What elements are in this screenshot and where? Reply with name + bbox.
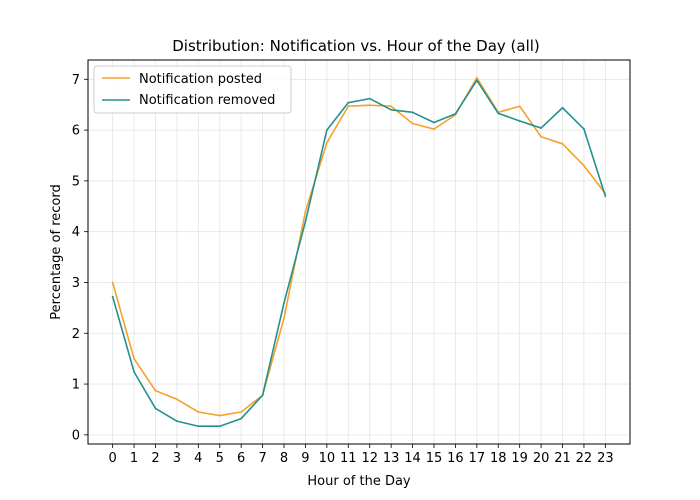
data-point-notification-posted <box>111 281 114 284</box>
x-tick-label: 21 <box>554 451 571 466</box>
data-point-notification-removed <box>304 220 307 223</box>
data-point-notification-removed <box>561 106 564 109</box>
data-point-notification-posted <box>176 398 178 401</box>
y-tick-label: 1 <box>72 378 80 393</box>
data-point-notification-removed <box>133 370 135 373</box>
data-point-notification-posted <box>561 142 564 145</box>
data-point-notification-posted <box>133 357 135 360</box>
x-tick-label: 6 <box>237 451 245 466</box>
data-point-notification-posted <box>218 414 221 417</box>
data-point-notification-removed <box>176 420 178 423</box>
data-point-notification-removed <box>433 121 435 124</box>
gridlines <box>88 60 630 444</box>
data-point-notification-removed <box>475 79 478 82</box>
legend: Notification posted Notification removed <box>93 65 292 114</box>
x-tick-label: 15 <box>426 451 443 466</box>
x-tick-label: 20 <box>533 451 550 466</box>
data-point-notification-removed <box>411 111 414 114</box>
data-point-notification-posted <box>390 105 393 108</box>
data-point-notification-removed <box>518 120 521 122</box>
data-point-notification-removed <box>347 101 350 104</box>
y-tick-label: 2 <box>72 327 80 342</box>
y-tick-label: 6 <box>72 124 80 139</box>
x-tick-label: 10 <box>319 451 336 466</box>
y-tick-label: 4 <box>72 225 80 240</box>
data-point-notification-posted <box>475 76 478 79</box>
x-tick-label: 0 <box>108 451 116 466</box>
x-tick-label: 18 <box>490 451 507 466</box>
y-axis-label: Percentage of record <box>49 184 64 319</box>
data-point-notification-posted <box>433 128 435 130</box>
x-tick-label: 19 <box>511 451 528 466</box>
series-line-notification-posted <box>111 76 606 417</box>
data-point-notification-removed <box>197 425 200 428</box>
data-point-notification-removed <box>390 108 393 111</box>
x-tick-label: 14 <box>404 451 421 466</box>
x-tick-label: 5 <box>216 451 224 466</box>
data-point-notification-posted <box>240 411 243 413</box>
y-tick-label: 3 <box>72 276 80 291</box>
x-tick-label: 16 <box>447 451 464 466</box>
x-tick-label: 4 <box>194 451 202 466</box>
data-point-notification-removed <box>604 195 607 198</box>
x-tick-label: 23 <box>597 451 614 466</box>
data-point-notification-removed <box>368 97 371 100</box>
y-tick-label: 5 <box>72 174 80 189</box>
chart-title: Distribution: Notification vs. Hour of t… <box>172 37 540 55</box>
data-point-notification-posted <box>304 210 307 213</box>
data-point-notification-posted <box>283 317 285 319</box>
x-tick-label: 1 <box>130 451 138 466</box>
x-tick-label: 9 <box>301 451 309 466</box>
legend-label-notification-removed: Notification removed <box>139 93 275 108</box>
legend-box <box>93 65 292 114</box>
y-axis-ticks: 0 1 2 3 4 5 6 7 <box>72 73 88 443</box>
x-tick-label: 11 <box>340 451 357 466</box>
data-point-notification-removed <box>497 112 500 115</box>
data-point-notification-removed <box>454 112 457 115</box>
series-line-notification-removed <box>111 79 607 428</box>
data-point-notification-removed <box>540 127 542 129</box>
data-point-notification-removed <box>111 295 114 298</box>
data-point-notification-posted <box>518 105 521 108</box>
data-point-notification-posted <box>411 122 414 125</box>
x-tick-label: 13 <box>383 451 400 466</box>
plot-series <box>111 76 607 428</box>
x-tick-label: 3 <box>173 451 181 466</box>
data-point-notification-removed <box>325 129 328 131</box>
y-tick-label: 0 <box>72 428 80 443</box>
x-tick-label: 7 <box>258 451 266 466</box>
data-point-notification-posted <box>197 411 200 413</box>
x-tick-label: 22 <box>576 451 593 466</box>
data-point-notification-removed <box>283 301 285 304</box>
x-tick-label: 8 <box>280 451 288 466</box>
x-axis-label: Hour of the Day <box>307 474 411 489</box>
y-tick-label: 7 <box>72 73 80 88</box>
x-tick-label: 2 <box>151 451 159 466</box>
plot-frame <box>87 59 631 445</box>
data-point-notification-removed <box>154 407 157 410</box>
data-point-notification-removed <box>240 417 243 420</box>
x-axis-ticks: 0 1 2 3 4 5 6 7 8 9 10 11 12 13 14 15 16 17 18 19 20 21 22 23 <box>108 444 614 466</box>
legend-label-notification-posted: Notification posted <box>139 72 262 87</box>
data-point-notification-posted <box>347 105 350 108</box>
data-point-notification-removed <box>583 128 585 130</box>
data-point-notification-posted <box>583 164 585 167</box>
x-tick-label: 12 <box>361 451 378 466</box>
data-point-notification-removed <box>261 394 264 397</box>
data-point-notification-posted <box>325 141 328 144</box>
data-point-notification-posted <box>540 135 542 138</box>
x-tick-label: 17 <box>469 451 486 466</box>
data-point-notification-posted <box>368 104 371 107</box>
data-point-notification-removed <box>218 425 221 428</box>
data-point-notification-posted <box>154 389 157 392</box>
